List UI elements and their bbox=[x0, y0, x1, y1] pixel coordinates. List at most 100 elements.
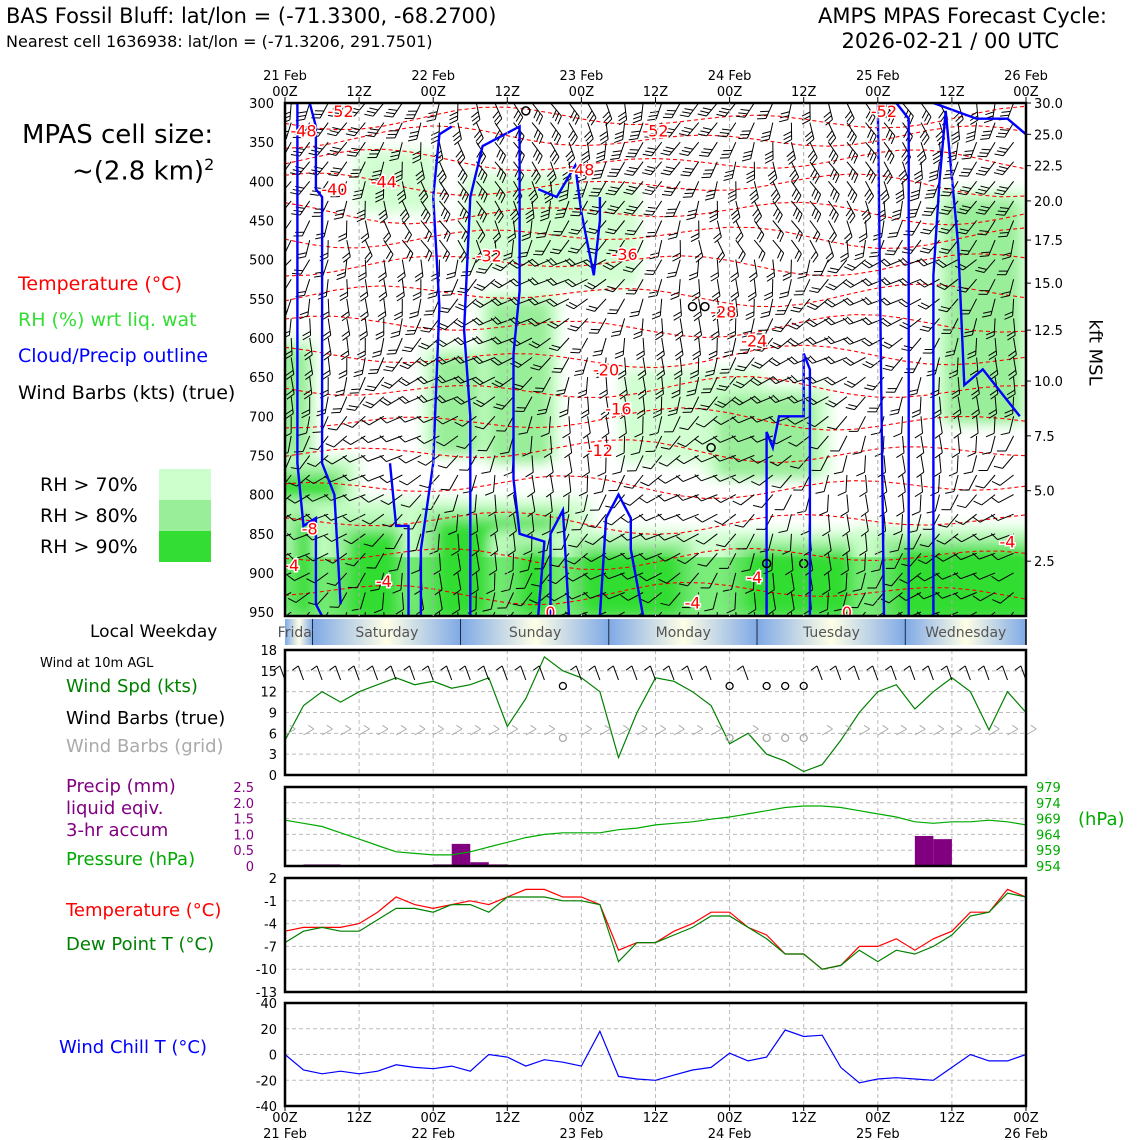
barb-shaft bbox=[321, 728, 333, 736]
wind-barb bbox=[600, 435, 609, 459]
wind-barb bbox=[982, 435, 996, 455]
barb-flag bbox=[645, 210, 655, 213]
barb-flag bbox=[910, 193, 920, 198]
barb-flag bbox=[867, 411, 877, 413]
barb-flag bbox=[863, 724, 870, 730]
barb-shaft bbox=[538, 357, 551, 371]
barb-flag bbox=[352, 197, 362, 201]
barb-flag bbox=[554, 112, 560, 122]
wind-barb bbox=[660, 435, 681, 450]
barb-flag bbox=[864, 602, 874, 606]
y-tick-label: -1 bbox=[264, 895, 277, 910]
barb-flag bbox=[966, 134, 975, 139]
barb-shaft bbox=[632, 200, 644, 215]
barb-flag bbox=[568, 301, 578, 307]
barb-shaft bbox=[474, 494, 477, 512]
barb-flag bbox=[475, 255, 483, 263]
barb-shaft bbox=[960, 592, 977, 600]
barb-flag bbox=[941, 248, 951, 251]
barb-flag bbox=[605, 262, 615, 268]
wind-barb bbox=[860, 494, 869, 518]
wind-barb bbox=[664, 200, 681, 218]
barb-flag bbox=[1000, 129, 1010, 131]
barb-flag bbox=[324, 535, 332, 542]
surface-barb-grid bbox=[692, 724, 704, 736]
barb-flag bbox=[629, 314, 639, 318]
barb-flag bbox=[882, 724, 889, 730]
barb-shaft bbox=[568, 122, 578, 138]
barb-shaft bbox=[525, 239, 533, 257]
barb-flag bbox=[521, 232, 531, 237]
barb-flag bbox=[704, 373, 714, 377]
barb-flag bbox=[589, 509, 599, 511]
barb-flag bbox=[959, 489, 969, 491]
barb-flag bbox=[394, 311, 403, 317]
barb-flag bbox=[471, 550, 480, 557]
barb-shaft bbox=[914, 200, 922, 217]
barb-flag bbox=[528, 343, 537, 349]
wind-barb bbox=[676, 552, 700, 565]
barb-flag bbox=[401, 349, 411, 353]
barb-shaft bbox=[442, 337, 459, 348]
wind-barb bbox=[610, 142, 626, 160]
barb-flag bbox=[706, 189, 716, 193]
wind-barb bbox=[521, 220, 533, 241]
barb-flag bbox=[305, 495, 313, 502]
barb-flag bbox=[753, 348, 763, 352]
wind-barb bbox=[914, 474, 924, 498]
barb-flag bbox=[761, 134, 771, 138]
barb-flag bbox=[345, 113, 355, 117]
barb-shaft bbox=[524, 572, 533, 589]
wind-barb bbox=[772, 200, 783, 224]
wind-barb bbox=[513, 122, 525, 145]
wind-barb bbox=[1000, 279, 1015, 299]
barb-flag bbox=[658, 462, 668, 467]
barb-flag bbox=[528, 599, 538, 604]
barb-flag bbox=[842, 338, 851, 345]
barb-flag bbox=[566, 559, 575, 565]
barb-flag bbox=[864, 260, 873, 267]
barb-flag bbox=[922, 352, 932, 354]
wind-barb bbox=[297, 611, 311, 616]
barb-flag bbox=[382, 724, 389, 730]
barb-shaft bbox=[350, 435, 366, 445]
barb-flag bbox=[916, 575, 925, 582]
barb-flag bbox=[859, 550, 868, 556]
barb-flag bbox=[721, 368, 731, 371]
wind-barb bbox=[378, 279, 388, 302]
barb-flag bbox=[756, 333, 766, 335]
y-tick-label: 9 bbox=[269, 707, 277, 722]
barb-shaft bbox=[936, 161, 940, 179]
barb-shaft bbox=[897, 533, 903, 551]
barb-flag bbox=[566, 154, 574, 162]
barb-flag bbox=[996, 665, 1003, 671]
barb-flag bbox=[1012, 724, 1019, 730]
barb-flag bbox=[721, 128, 731, 131]
isotherm-label: -20 bbox=[593, 360, 619, 379]
wind-barb bbox=[782, 259, 792, 281]
barb-flag bbox=[920, 258, 928, 265]
barb-shaft bbox=[342, 200, 348, 218]
wind-barb bbox=[622, 259, 644, 273]
barb-flag bbox=[462, 175, 468, 184]
barb-shaft bbox=[550, 474, 554, 492]
barb-flag bbox=[285, 432, 292, 438]
weekday-band bbox=[905, 619, 1026, 645]
wind-barb bbox=[396, 279, 405, 302]
barb-flag bbox=[385, 137, 395, 139]
barb-shaft bbox=[351, 533, 366, 545]
wind-barb bbox=[889, 533, 903, 553]
wind-barb bbox=[643, 200, 663, 216]
barb-flag bbox=[714, 520, 723, 525]
barb-flag bbox=[628, 251, 638, 253]
barb-flag bbox=[430, 131, 440, 136]
barb-flag bbox=[509, 209, 517, 217]
barb-flag bbox=[885, 364, 895, 368]
barb-shaft bbox=[683, 533, 699, 543]
barb-flag bbox=[692, 354, 701, 361]
barb-flag bbox=[731, 295, 739, 302]
barb-flag bbox=[959, 228, 969, 232]
barb-shaft bbox=[316, 141, 329, 156]
barb-flag bbox=[657, 477, 666, 484]
barb-shaft bbox=[772, 161, 778, 179]
